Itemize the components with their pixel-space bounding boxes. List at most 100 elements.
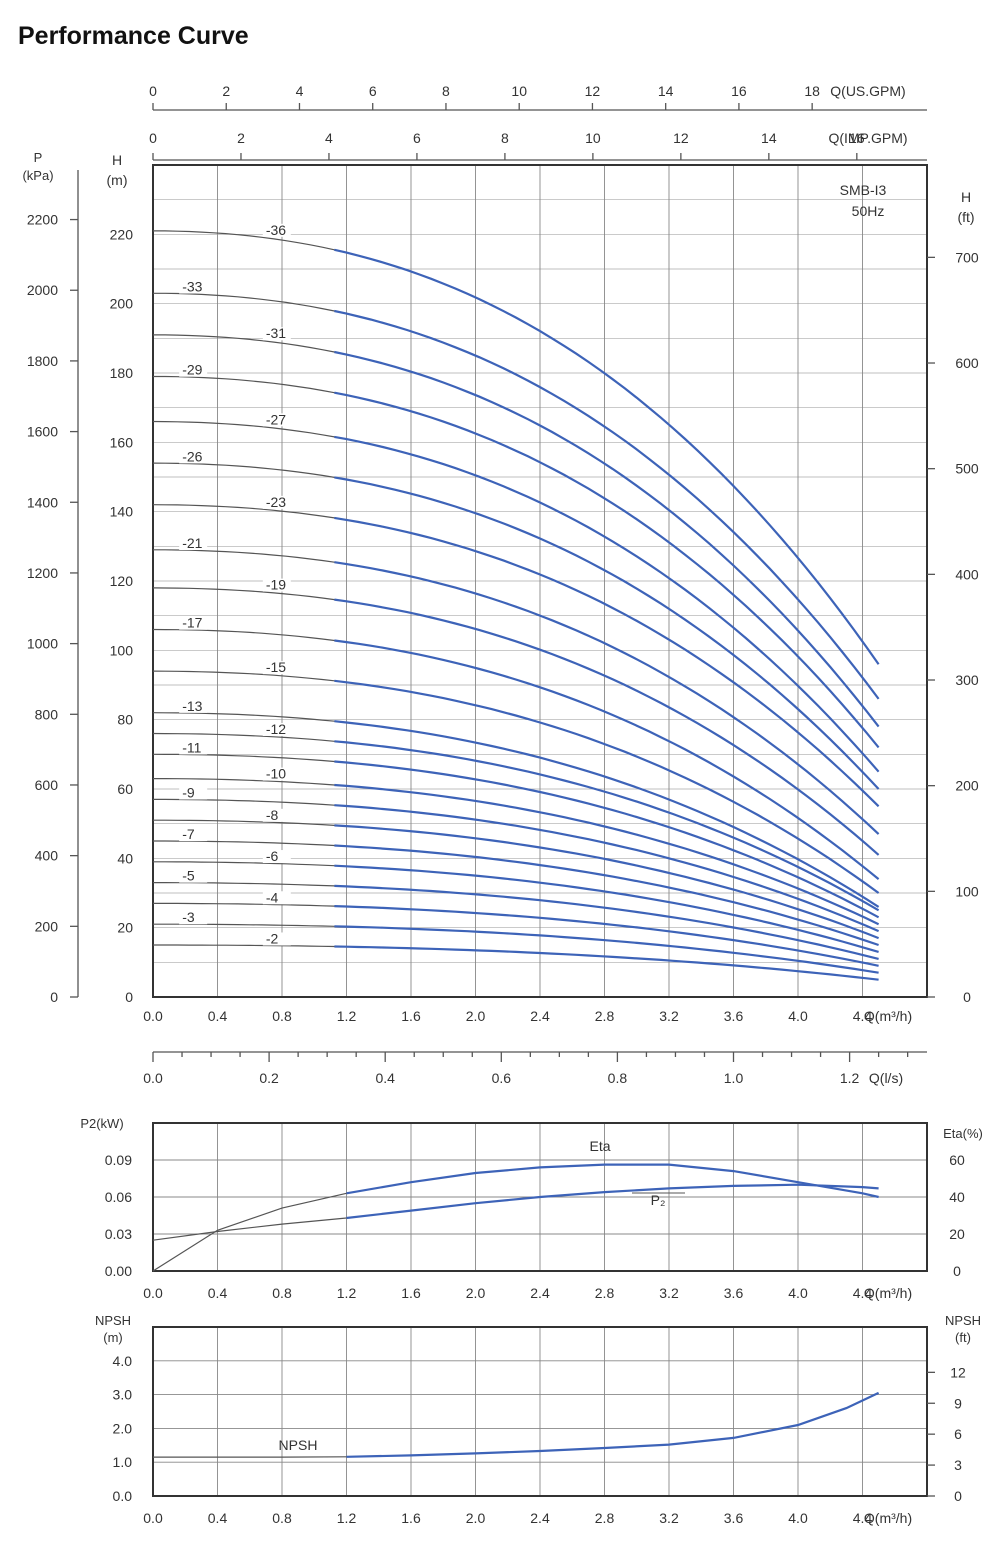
tick-label-q-m3h: 4.4 <box>853 1008 873 1024</box>
series-label-bg <box>179 869 208 883</box>
head-curve-grey <box>153 549 347 565</box>
tick-label-imp-gpm: 2 <box>237 130 245 146</box>
tick-label-imp-gpm: 14 <box>761 130 777 146</box>
tick-label-q-m3h: 1.6 <box>401 1285 421 1301</box>
tick-label-q-m3h: 2.0 <box>466 1285 486 1301</box>
tick-label-q-m3h: 2.0 <box>466 1510 486 1526</box>
npsh-plot-frame <box>152 1326 928 1497</box>
head-curve-grey <box>152 753 347 764</box>
tick-label-ls: 0.8 <box>608 1070 628 1086</box>
tick-label-q-m3h: 1.2 <box>337 1008 357 1024</box>
head-curve-grey <box>152 504 347 521</box>
head-curve-grey <box>153 819 347 827</box>
tick-label-kpa: 800 <box>35 706 59 722</box>
tick-label-npsh-m: 4.0 <box>113 1353 133 1369</box>
tick-label-npsh-ft: 12 <box>950 1364 966 1380</box>
tick-label-q-m3h: 0.0 <box>143 1285 163 1301</box>
tick-label-imp-gpm: 6 <box>413 130 421 146</box>
p2-curve-grey <box>152 1217 347 1241</box>
series-label-bg <box>179 786 208 800</box>
head-curve-grey <box>153 882 347 887</box>
tick-label-eta: 0 <box>953 1263 961 1279</box>
tick-label-q-m3h: 0.0 <box>143 1008 163 1024</box>
series-label-bg <box>179 699 208 713</box>
tick-label-ls: 1.0 <box>724 1070 744 1086</box>
head-plot-frame <box>152 164 928 998</box>
tick-label-kpa: 1200 <box>27 565 58 581</box>
head-curve-grey <box>153 861 347 867</box>
head-curve-grey <box>152 712 347 724</box>
head-curve <box>334 476 880 790</box>
tick-label-ls: 0.4 <box>375 1070 395 1086</box>
head-curve <box>334 350 880 728</box>
tick-label-q-m3h: 4.4 <box>853 1510 873 1526</box>
axis-label-imp-gpm: Q(IMP.GPM) <box>828 130 907 146</box>
tick-label-kw: 0.03 <box>105 1226 132 1242</box>
tick-label-q-m3h: 1.6 <box>401 1510 421 1526</box>
series-label: -5 <box>182 868 195 884</box>
model-label: SMB-I3 <box>840 182 887 198</box>
tick-label-ft: 300 <box>955 672 979 688</box>
tick-label-h-m: 80 <box>117 712 133 728</box>
series-label-bg <box>262 327 291 341</box>
tick-label-q-m3h: 3.2 <box>659 1008 679 1024</box>
head-curve-grey <box>152 462 347 481</box>
axis-label-p: P <box>34 150 43 165</box>
tick-label-q-m3h: 1.2 <box>337 1285 357 1301</box>
tick-label-h-m: 20 <box>117 920 133 936</box>
tick-label-us-gpm: 10 <box>511 83 527 99</box>
series-label: -9 <box>182 784 195 800</box>
tick-label-imp-gpm: 10 <box>585 130 601 146</box>
series-label: -6 <box>266 848 279 864</box>
tick-label-h-m: 180 <box>110 365 134 381</box>
series-label: -31 <box>266 325 286 341</box>
tick-label-q-m3h: 2.8 <box>595 1008 615 1024</box>
tick-label-q-m3h: 0.4 <box>208 1008 228 1024</box>
series-label-p2: P₂ <box>651 1192 666 1208</box>
series-label: -3 <box>182 909 195 925</box>
series-label: -15 <box>266 659 286 675</box>
tick-label-imp-gpm: 12 <box>673 130 689 146</box>
axis-label-q-m3h: Q(m³/h) <box>864 1008 912 1024</box>
tick-label-npsh-ft: 3 <box>954 1457 962 1473</box>
head-curve <box>334 435 880 773</box>
tick-label-q-m3h: 1.2 <box>337 1510 357 1526</box>
axis-label-eta: Eta(%) <box>943 1126 983 1141</box>
series-label: -23 <box>266 494 286 510</box>
series-label-bg <box>262 850 291 864</box>
tick-label-kpa: 0 <box>50 989 58 1005</box>
frequency-label: 50Hz <box>852 203 885 219</box>
head-curve <box>334 740 880 912</box>
series-label-eta: Eta <box>589 1138 610 1154</box>
head-curve-grey <box>153 840 347 847</box>
tick-label-ft: 600 <box>955 355 979 371</box>
tick-label-h-m: 200 <box>110 296 134 312</box>
series-label-bg <box>179 741 208 755</box>
tick-label-eta: 60 <box>949 1152 965 1168</box>
tick-label-ls: 0.6 <box>492 1070 512 1086</box>
series-label-bg <box>179 536 208 550</box>
tick-label-h-m: 40 <box>117 850 133 866</box>
head-curve-grey <box>153 778 347 787</box>
tick-label-npsh-m: 1.0 <box>113 1454 133 1470</box>
tick-label-kw: 0.09 <box>105 1152 132 1168</box>
head-curve <box>334 639 880 880</box>
tick-label-h-m: 0 <box>125 989 133 1005</box>
tick-label-us-gpm: 16 <box>731 83 747 99</box>
tick-label-ft: 0 <box>963 989 971 1005</box>
tick-label-ft: 200 <box>955 778 979 794</box>
axis-label-ls: Q(l/s) <box>869 1070 903 1086</box>
head-curve <box>334 824 879 940</box>
series-label-bg <box>179 280 208 294</box>
series-label-bg <box>262 413 291 427</box>
p2-curve <box>346 1183 879 1220</box>
head-curve <box>334 516 880 808</box>
tick-label-npsh-ft: 0 <box>954 1488 962 1504</box>
series-label: -26 <box>182 448 202 464</box>
head-curve-grey <box>153 375 347 396</box>
axis-label-h-ft-unit: (ft) <box>957 209 974 225</box>
head-curve-grey <box>153 944 347 948</box>
eta-curve-grey <box>152 1192 347 1272</box>
head-curve-grey <box>152 420 347 440</box>
tick-label-kpa: 200 <box>35 918 59 934</box>
